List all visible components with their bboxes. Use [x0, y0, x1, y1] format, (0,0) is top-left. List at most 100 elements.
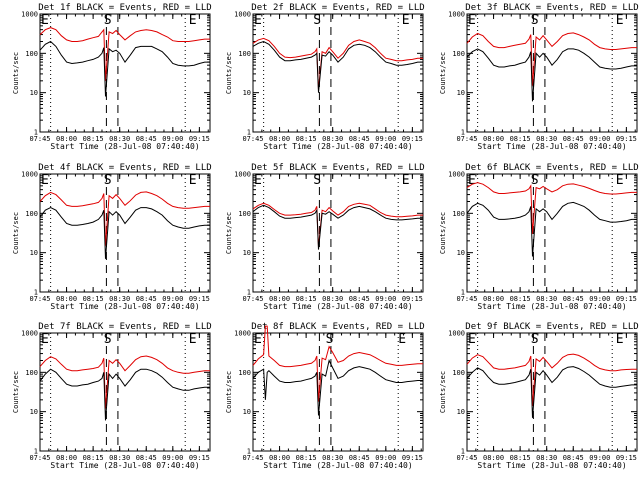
y-tick-label: 1000	[234, 171, 251, 179]
x-tick-label: 09:00	[375, 135, 396, 143]
plot-frame	[252, 173, 424, 293]
marker-letter-end: E	[189, 173, 197, 188]
x-tick-label: 09:00	[589, 454, 610, 462]
x-tick-label: 08:45	[136, 454, 157, 462]
detector-panel: Det 6f BLACK = Events, RED = LLD 1 10 100 10…	[439, 163, 639, 311]
x-axis-label: Start Time (28-Jul-08 07:40:40)	[263, 461, 412, 470]
marker-letter-end: E	[254, 173, 262, 188]
y-tick-label: 1	[461, 129, 465, 137]
x-tick-label: 08:00	[483, 135, 504, 143]
x-tick-label: 08:15	[296, 295, 317, 303]
x-tick-label: 07:45	[29, 135, 50, 143]
x-tick-label: 08:15	[510, 454, 531, 462]
marker-letter-start: S	[531, 332, 539, 347]
y-axis-label: Counts/sec	[225, 52, 233, 94]
x-tick-label: 08:00	[269, 295, 290, 303]
x-tick-label: 08:30	[109, 295, 130, 303]
x-tick-label: 08:15	[83, 454, 104, 462]
x-tick-label: 08:00	[483, 454, 504, 462]
x-tick-label: 09:00	[375, 295, 396, 303]
x-tick-label: 08:15	[296, 454, 317, 462]
events-series-line	[252, 40, 423, 93]
y-axis-label: Counts/sec	[12, 371, 20, 413]
x-axis-label: Start Time (28-Jul-08 07:40:40)	[50, 302, 199, 311]
lld-series-line	[252, 325, 423, 402]
y-tick-label: 1	[247, 448, 251, 456]
y-tick-label: 100	[452, 210, 465, 218]
x-tick-label: 09:15	[189, 135, 210, 143]
y-tick-label: 1	[34, 129, 38, 137]
x-tick-label: 08:45	[563, 454, 584, 462]
lld-series-line	[39, 355, 210, 409]
x-tick-label: 08:30	[536, 295, 557, 303]
x-tick-label: 09:00	[162, 295, 183, 303]
x-tick-label: 08:45	[136, 295, 157, 303]
x-tick-label: 08:30	[322, 295, 343, 303]
marker-letter-end: E	[41, 332, 49, 347]
y-tick-label: 1000	[21, 11, 38, 19]
y-tick-label: 1000	[21, 171, 38, 179]
y-axis-label: Counts/sec	[12, 52, 20, 94]
x-tick-label: 08:15	[83, 295, 104, 303]
x-tick-label: 09:00	[162, 454, 183, 462]
y-axis-label: Counts/sec	[439, 212, 447, 254]
detector-panel: Det 3f BLACK = Events, RED = LLD 1 10 100 10…	[439, 3, 639, 151]
marker-letter-end: E	[41, 13, 49, 28]
y-tick-label: 10	[30, 408, 38, 416]
x-tick-label: 08:15	[510, 135, 531, 143]
x-tick-label: 08:00	[483, 295, 504, 303]
panel-title: Det 5f BLACK = Events, RED = LLD	[251, 163, 424, 173]
marker-letter-end: E	[398, 332, 406, 347]
panel-title: Det 7f BLACK = Events, RED = LLD	[38, 322, 211, 332]
events-series-line	[39, 40, 210, 97]
y-tick-label: 1000	[448, 330, 465, 338]
x-tick-label: 07:45	[456, 135, 477, 143]
y-tick-label: 10	[30, 89, 38, 97]
x-tick-label: 08:45	[136, 135, 157, 143]
marker-letter-end: E	[468, 13, 476, 28]
detector-panel: Det 5f BLACK = Events, RED = LLD 1 10 100 10…	[225, 163, 425, 311]
x-tick-label: 07:45	[242, 135, 263, 143]
events-series-line	[39, 207, 210, 259]
x-tick-label: 09:00	[375, 454, 396, 462]
marker-letter-end: E	[189, 332, 197, 347]
detector-panel: Det 2f BLACK = Events, RED = LLD 1 10 100 10…	[225, 3, 425, 151]
y-tick-label: 1	[247, 289, 251, 297]
lld-series-line	[252, 202, 423, 247]
x-tick-label: 09:15	[189, 295, 210, 303]
marker-letter-end: E	[402, 173, 410, 188]
marker-letter-end: E	[616, 13, 624, 28]
y-tick-label: 100	[238, 369, 251, 377]
y-tick-label: 100	[452, 369, 465, 377]
lld-series-line	[466, 32, 637, 86]
x-tick-label: 07:45	[242, 295, 263, 303]
y-tick-label: 100	[238, 50, 251, 58]
marker-letter-start: S	[531, 13, 539, 28]
x-tick-label: 08:00	[56, 295, 77, 303]
x-tick-label: 08:30	[536, 135, 557, 143]
x-tick-label: 08:00	[56, 135, 77, 143]
y-axis-label: Counts/sec	[225, 371, 233, 413]
x-tick-label: 09:00	[589, 135, 610, 143]
detector-panel: Det 9f BLACK = Events, RED = LLD 1 10 100 10…	[439, 322, 639, 470]
plot-frame	[252, 13, 424, 133]
x-tick-label: 08:30	[109, 135, 130, 143]
events-series-line	[466, 201, 637, 257]
lld-series-line	[39, 191, 210, 246]
x-axis-label: Start Time (28-Jul-08 07:40:40)	[477, 142, 626, 151]
x-tick-label: 09:00	[589, 295, 610, 303]
events-series-line	[252, 358, 423, 416]
y-tick-label: 100	[238, 210, 251, 218]
panel-title: Det 4f BLACK = Events, RED = LLD	[38, 163, 211, 173]
plot-frame	[466, 332, 638, 452]
x-tick-label: 08:45	[349, 454, 370, 462]
x-tick-label: 08:15	[83, 135, 104, 143]
detector-panel: Det 4f BLACK = Events, RED = LLD 1 10 100 10…	[12, 163, 212, 311]
detector-panel: Det 8f BLACK = Events, RED = LLD 1 10 100 10…	[225, 322, 425, 470]
marker-letter-end: E	[468, 173, 476, 188]
marker-letter-end: E	[468, 332, 476, 347]
plot-frame	[39, 173, 211, 293]
x-axis-label: Start Time (28-Jul-08 07:40:40)	[50, 142, 199, 151]
lld-series-line	[39, 27, 210, 81]
x-tick-label: 07:45	[29, 295, 50, 303]
